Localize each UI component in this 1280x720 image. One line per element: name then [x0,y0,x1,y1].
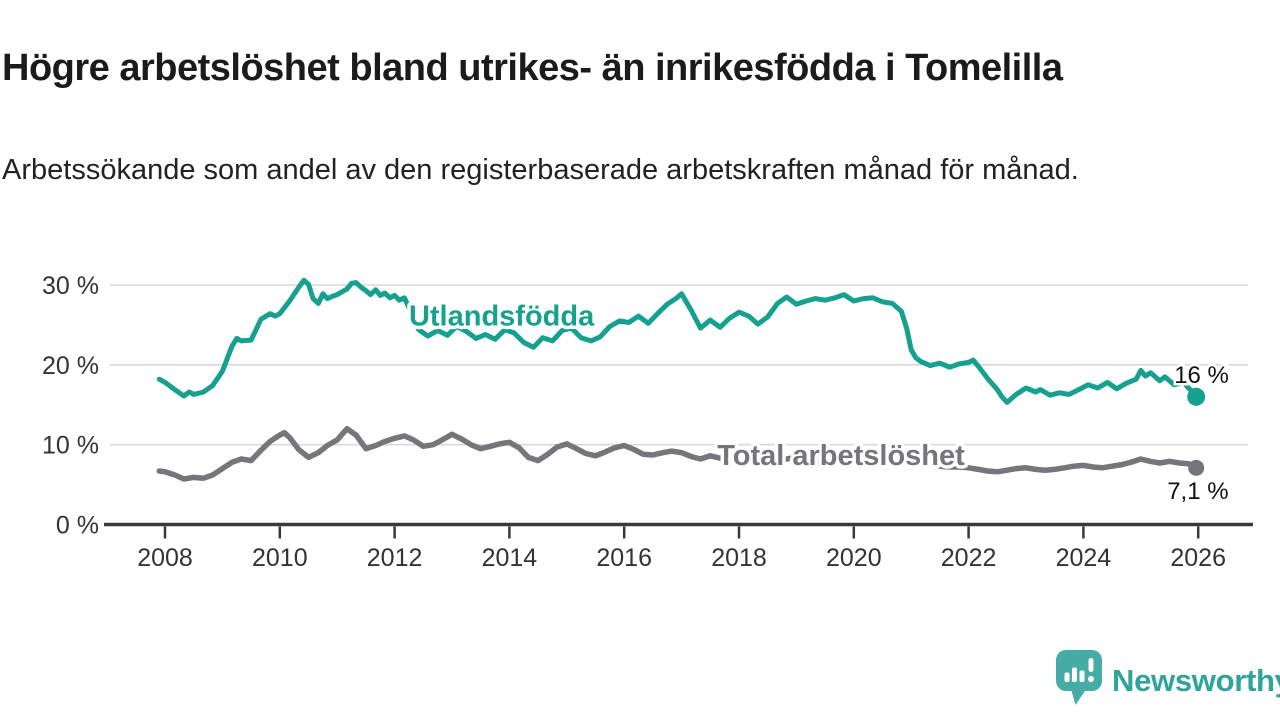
x-axis-tick-label: 2010 [252,544,308,572]
series-line-utlandsfodda [156,277,1201,405]
series-end-label-total: 7,1 % [1167,478,1228,505]
newsworthy-logo-text: Newsworthy [1112,662,1280,698]
y-axis-tick-label: 10 % [42,432,99,460]
series-end-dot-utlandsfodda [1187,387,1206,406]
newsworthy-logo-icon [1056,650,1102,711]
series-label-utlandsfodda: Utlandsfödda [409,301,595,333]
series-label-total: Total arbetslöshet [717,440,965,472]
x-axis-tick-label: 2020 [826,544,882,572]
y-axis-tick-label: 30 % [42,272,99,300]
page-title: Högre arbetslöshet bland utrikes- än inr… [2,47,1063,90]
x-axis-tick-label: 2014 [482,544,538,572]
x-axis-tick-label: 2022 [941,544,997,572]
x-axis-tick-label: 2016 [596,544,652,572]
x-axis-tick-label: 2024 [1056,544,1112,572]
x-axis-tick-label: 2018 [711,544,767,572]
newsworthy-logo: Newsworthy [1056,650,1280,711]
x-axis-tick-label: 2008 [137,544,193,572]
series-end-label-utlandsfodda: 16 % [1174,362,1229,389]
series-end-dot-total [1188,459,1205,476]
y-axis-tick-label: 0 % [56,512,99,540]
x-axis-tick-label: 2026 [1170,544,1226,572]
chart-subtitle: Arbetssökande som andel av den registerb… [2,154,1079,186]
series-line-total [156,425,1201,482]
y-axis-tick-label: 20 % [42,352,99,380]
x-axis-tick-label: 2012 [367,544,423,572]
